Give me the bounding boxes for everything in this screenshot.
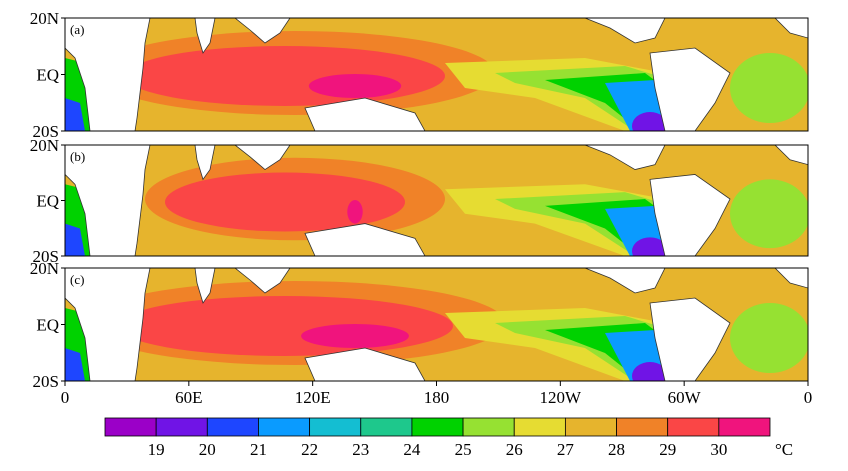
colorbar-swatch [462, 417, 515, 437]
land [65, 145, 151, 256]
land [194, 18, 216, 54]
land [234, 268, 291, 294]
x-label: 60W [668, 388, 702, 407]
y-label: 20S [33, 372, 59, 391]
colorbar-label: 27 [557, 440, 575, 459]
sst-atl-cold [65, 223, 85, 256]
y-label: 20N [30, 259, 59, 278]
land [304, 347, 426, 381]
y-label: EQ [36, 66, 59, 85]
colorbar-swatch [667, 417, 720, 437]
sst-atl-cold [65, 348, 85, 381]
land [194, 268, 216, 304]
land [774, 145, 808, 166]
sst-hot [308, 74, 402, 98]
sst-coldest [632, 362, 668, 381]
sst-hot [347, 200, 363, 224]
land [234, 145, 291, 171]
colorbar-label: 29 [659, 440, 676, 459]
y-label: EQ [36, 316, 59, 335]
land [194, 145, 216, 181]
y-label: 20S [33, 122, 59, 141]
colorbar-swatch [718, 417, 771, 437]
x-label: 180 [424, 388, 450, 407]
sst-hot [301, 324, 409, 348]
land [234, 18, 291, 44]
colorbar-swatch [258, 417, 311, 437]
x-label: 0 [61, 388, 70, 407]
sst-atl-warm [730, 303, 808, 373]
colorbar-swatch [513, 417, 566, 437]
sst-coldest [632, 237, 668, 256]
x-label: 120W [540, 388, 583, 407]
land [649, 297, 731, 381]
x-label: 0 [804, 388, 813, 407]
map-panel [65, 268, 808, 381]
land [304, 223, 426, 256]
panel-label: (b) [70, 149, 85, 164]
colorbar-label: 26 [506, 440, 523, 459]
colorbar-label: 22 [301, 440, 318, 459]
sst-atl-cold [65, 98, 85, 131]
colorbar-label: 24 [403, 440, 421, 459]
y-label: 20N [30, 136, 59, 155]
land [774, 268, 808, 289]
sst-warm-pool [117, 296, 453, 356]
y-label: 20N [30, 9, 59, 28]
colorbar-unit: °C [775, 440, 793, 459]
colorbar-swatch [155, 417, 208, 437]
colorbar-swatch [206, 417, 259, 437]
colorbar-label: 28 [608, 440, 625, 459]
x-label: 60E [175, 388, 202, 407]
panel-label: (a) [70, 22, 84, 37]
panel-label: (c) [70, 272, 84, 287]
colorbar-swatch [411, 417, 464, 437]
land [65, 18, 151, 131]
land [584, 145, 666, 170]
colorbar-swatch [616, 417, 669, 437]
sst-atl-warm [730, 53, 808, 123]
x-label: 120E [295, 388, 331, 407]
sst-coldest [632, 112, 668, 131]
map-panel [65, 145, 808, 256]
land [774, 18, 808, 39]
colorbar-label: 20 [199, 440, 216, 459]
sst-warm-pool [125, 46, 445, 106]
y-label: EQ [36, 192, 59, 211]
colorbar-swatch [360, 417, 413, 437]
colorbar-swatch [104, 417, 157, 437]
colorbar-swatch [309, 417, 362, 437]
colorbar-swatch [564, 417, 617, 437]
colorbar-label: 23 [352, 440, 369, 459]
colorbar-label: 19 [148, 440, 165, 459]
map-panel [65, 18, 808, 131]
sst-atl-warm [730, 179, 808, 249]
colorbar-label: 25 [455, 440, 472, 459]
land [649, 47, 731, 131]
land [584, 268, 666, 294]
land [65, 268, 151, 381]
sst-warm-pool [165, 172, 405, 232]
y-label: 20S [33, 247, 59, 266]
colorbar-label: 21 [250, 440, 267, 459]
land [584, 18, 666, 44]
land [304, 97, 426, 131]
land [649, 174, 731, 256]
colorbar-label: 30 [710, 440, 727, 459]
